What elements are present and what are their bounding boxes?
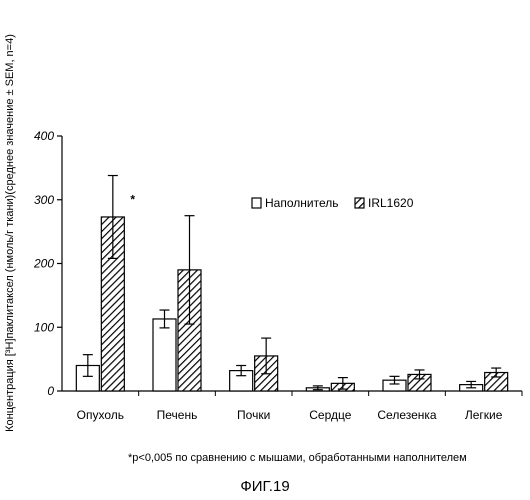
x-tick-label: Селезенка (377, 408, 437, 422)
y-tick-label: 300 (34, 193, 54, 207)
figure-label: ФИГ.19 (0, 478, 530, 495)
y-axis-label: Концентрация [³H]паклитаксел (нмоль/г тк… (4, 34, 16, 432)
x-tick-label: Сердце (309, 408, 351, 422)
x-tick-label: Опухоль (77, 408, 124, 422)
bar-vehicle (153, 319, 176, 391)
legend-swatch-vehicle (252, 198, 261, 208)
legend-swatch-irl1620 (355, 198, 364, 208)
legend-label-vehicle: Наполнитель (265, 196, 338, 210)
x-tick-label: Легкие (465, 408, 503, 422)
y-tick-label: 200 (33, 257, 54, 271)
legend-label-irl1620: IRL1620 (368, 196, 414, 210)
y-tick-label: 0 (47, 384, 54, 398)
significance-asterisk: * (130, 193, 135, 207)
y-tick-label: 400 (34, 129, 54, 143)
x-tick-label: Печень (157, 408, 198, 422)
x-tick-label: Почки (237, 408, 270, 422)
y-tick-label: 100 (34, 320, 54, 334)
footnote: *p<0,005 по сравнению с мышами, обработа… (128, 452, 528, 464)
